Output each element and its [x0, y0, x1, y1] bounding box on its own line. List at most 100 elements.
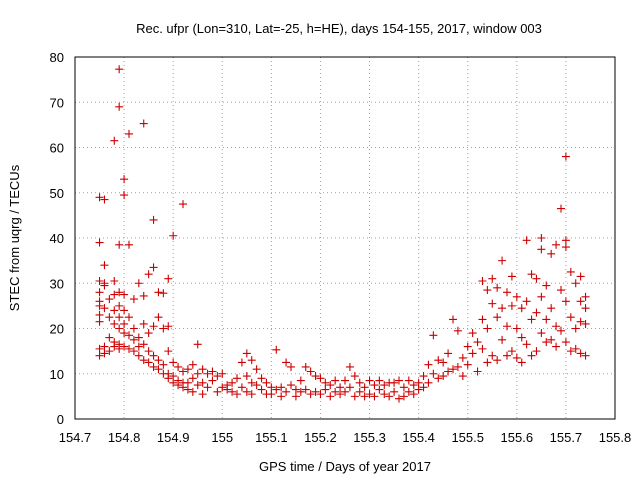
data-point	[193, 381, 202, 390]
data-point	[120, 175, 129, 184]
data-point	[203, 369, 212, 378]
data-point	[252, 381, 261, 390]
y-tick-label: 40	[50, 231, 64, 246]
data-point	[257, 385, 266, 394]
data-point	[237, 358, 246, 367]
data-point	[503, 288, 511, 297]
data-point	[129, 324, 138, 333]
data-point	[507, 272, 516, 281]
data-point	[557, 286, 565, 295]
data-point	[409, 381, 418, 390]
data-point	[120, 290, 129, 299]
data-point	[183, 378, 192, 387]
data-point	[439, 372, 448, 381]
data-point	[277, 392, 286, 401]
data-point	[326, 381, 335, 390]
x-tick-label: 155.7	[550, 430, 583, 445]
data-point	[390, 387, 399, 396]
data-point	[331, 387, 340, 396]
data-point	[522, 236, 531, 245]
data-point	[115, 102, 124, 111]
data-point	[198, 365, 207, 374]
data-point	[576, 317, 585, 326]
data-point	[566, 267, 575, 276]
data-point	[488, 274, 497, 283]
data-point	[129, 347, 138, 356]
data-point	[542, 315, 551, 324]
data-point	[100, 349, 109, 358]
data-point	[139, 319, 148, 328]
data-point	[473, 338, 482, 347]
data-point	[149, 263, 158, 272]
data-point	[100, 342, 109, 351]
x-tick-label: 154.7	[59, 430, 92, 445]
data-point	[414, 378, 423, 387]
data-point	[120, 329, 129, 338]
x-tick-label: 154.8	[108, 430, 141, 445]
data-point	[95, 193, 104, 202]
data-point	[537, 329, 546, 338]
data-point	[355, 378, 364, 387]
data-point	[547, 249, 556, 258]
data-point	[233, 374, 241, 383]
data-point	[159, 324, 168, 333]
data-point	[306, 390, 315, 399]
data-point	[198, 378, 207, 387]
y-tick-label: 60	[50, 141, 64, 156]
data-point	[419, 383, 428, 392]
data-point	[478, 276, 487, 285]
data-point	[144, 329, 153, 338]
data-point	[478, 344, 487, 353]
data-point	[345, 362, 354, 371]
data-point	[95, 288, 104, 297]
data-point	[429, 331, 438, 340]
data-point	[527, 351, 536, 360]
data-point	[164, 274, 173, 283]
y-tick-label: 50	[50, 186, 64, 201]
data-point	[581, 319, 590, 328]
data-point	[223, 385, 232, 394]
data-point	[144, 347, 153, 356]
data-point	[395, 376, 403, 385]
data-point	[458, 353, 467, 362]
data-point	[561, 243, 570, 252]
data-point	[115, 324, 124, 333]
x-tick-label: 155.8	[599, 430, 632, 445]
data-point	[169, 231, 178, 240]
data-point	[321, 385, 330, 394]
data-point	[463, 342, 472, 351]
data-point	[444, 349, 453, 358]
data-point	[341, 387, 349, 396]
data-point	[291, 385, 300, 394]
x-tick-label: 154.9	[157, 430, 190, 445]
data-point	[208, 367, 217, 376]
x-tick-label: 155.6	[501, 430, 534, 445]
data-point	[110, 290, 119, 299]
data-point	[129, 295, 138, 304]
data-point	[174, 362, 183, 371]
data-point	[365, 376, 374, 385]
data-point	[134, 342, 143, 351]
data-point	[115, 288, 124, 297]
data-point	[252, 365, 261, 374]
data-point	[183, 385, 192, 394]
data-point	[547, 335, 556, 344]
x-tick-label: 155.4	[402, 430, 435, 445]
data-point	[100, 261, 109, 270]
data-point	[100, 281, 109, 290]
data-point	[537, 292, 546, 301]
data-point	[409, 390, 418, 399]
x-tick-label: 155.1	[255, 430, 288, 445]
data-point	[311, 387, 320, 396]
data-point	[453, 362, 462, 371]
data-point	[463, 360, 472, 369]
data-point	[120, 319, 129, 328]
data-point	[566, 347, 575, 356]
data-point	[110, 136, 119, 145]
data-point	[537, 234, 546, 242]
data-point	[193, 340, 202, 349]
data-point	[458, 372, 467, 381]
data-point	[125, 240, 133, 249]
data-point	[144, 270, 153, 279]
data-point	[498, 335, 507, 344]
